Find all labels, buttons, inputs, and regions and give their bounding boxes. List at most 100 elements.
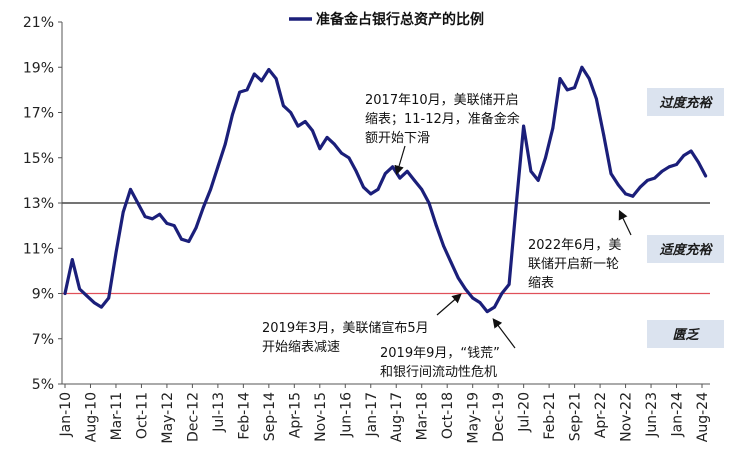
x-tick-label: Mar-11 [109, 392, 125, 440]
zone-label: 适度充裕 [659, 242, 713, 258]
x-tick-label: Feb-14 [236, 392, 252, 440]
data-point [565, 88, 569, 92]
data-point [340, 151, 344, 155]
data-point [514, 201, 518, 205]
data-point [660, 169, 664, 173]
data-point [391, 165, 394, 169]
data-point [405, 169, 409, 173]
data-point [216, 165, 220, 169]
x-tick-label: Mar-18 [415, 392, 431, 440]
x-tick-label: Sep-14 [262, 392, 278, 441]
data-point [413, 178, 416, 182]
x-tick-label: Jan-17 [364, 392, 380, 437]
data-point [624, 192, 627, 196]
x-tick-label: Jan-10 [58, 392, 74, 437]
data-point [245, 88, 249, 92]
data-point [493, 305, 496, 309]
data-point [70, 258, 74, 261]
data-point [456, 276, 460, 280]
annotation-text: 联储开启新一轮 [528, 256, 619, 272]
data-point [289, 111, 293, 114]
data-point [78, 287, 81, 291]
annotation-arrow [618, 209, 632, 236]
annotation-text: 开始缩表减速 [262, 339, 340, 355]
data-point [100, 305, 103, 309]
zone-box [647, 235, 724, 263]
data-point [682, 154, 686, 157]
annotation-arrow [492, 318, 516, 349]
data-point [427, 201, 431, 205]
data-point [129, 188, 132, 191]
annotation-text: 2019年9月，“钱荒” [380, 346, 500, 361]
x-tick-label: Jun-23 [644, 392, 660, 438]
data-point [609, 172, 613, 175]
x-tick-label: Apr-22 [593, 392, 609, 438]
data-point [646, 178, 649, 182]
y-tick-label: 9% [32, 287, 54, 303]
data-point [580, 65, 584, 69]
data-point [311, 129, 314, 133]
x-tick-label: Oct-18 [440, 392, 456, 439]
data-point [369, 192, 373, 196]
data-point [347, 156, 351, 160]
data-point [616, 183, 620, 187]
x-tick-label: Nov-15 [313, 392, 329, 442]
y-axis-labels: 5% 7% 9% 11% 13% 15% 17% 19% 21% [23, 15, 62, 393]
series-layer [63, 65, 708, 314]
x-tick-label: May-19 [466, 392, 482, 444]
data-point [165, 221, 169, 225]
y-tick-label: 11% [23, 241, 54, 257]
data-point [696, 160, 700, 164]
x-tick-label: Aug-17 [389, 392, 405, 442]
data-point [478, 301, 482, 304]
data-point [274, 77, 278, 80]
x-tick-label: Jun-16 [338, 392, 354, 438]
y-tick-label: 15% [23, 151, 54, 167]
x-tick-label: Apr-15 [287, 392, 303, 438]
x-tick-label: Jul-20 [517, 392, 533, 433]
data-point [238, 90, 242, 94]
legend-label: 准备金占银行总资产的比例 [316, 11, 484, 28]
data-point [602, 133, 606, 137]
reference-lines [62, 202, 710, 295]
data-point [675, 163, 678, 166]
data-point [121, 210, 125, 214]
x-tick-label: Sep-21 [568, 392, 584, 441]
data-point [653, 176, 657, 180]
data-point [223, 142, 227, 146]
annotation-arrow [394, 145, 406, 176]
data-point [114, 251, 118, 255]
data-point [296, 124, 300, 128]
y-tick-label: 17% [23, 106, 54, 122]
data-point [587, 77, 591, 80]
x-tick-label: Aug-24 [695, 392, 711, 442]
x-tick-label: Oct-11 [134, 392, 150, 439]
x-tick-label: Jan-24 [670, 392, 686, 438]
data-point [180, 237, 183, 241]
x-tick-label: Aug-10 [83, 392, 99, 442]
x-tick-label: Dec-12 [185, 392, 201, 442]
data-point [376, 188, 380, 191]
y-tick-label: 7% [32, 332, 54, 348]
data-point [282, 104, 285, 108]
data-point [638, 185, 642, 189]
data-point [252, 72, 256, 76]
x-tick-label: Dec-19 [491, 392, 507, 442]
annotation-text: 2019年3月，美联储宣布5月 [262, 320, 429, 336]
x-tick-label: Nov-22 [619, 392, 635, 442]
y-tick-label: 19% [23, 60, 54, 76]
data-point [383, 172, 387, 175]
data-point [303, 120, 307, 123]
data-point [507, 283, 511, 286]
data-point [63, 292, 67, 295]
data-point [471, 296, 475, 300]
annotation-text: 缩表；11-12月，准备金余 [365, 111, 520, 127]
data-point [143, 215, 147, 218]
y-tick-label: 5% [32, 377, 54, 393]
data-point [536, 178, 540, 182]
data-point [107, 296, 111, 300]
